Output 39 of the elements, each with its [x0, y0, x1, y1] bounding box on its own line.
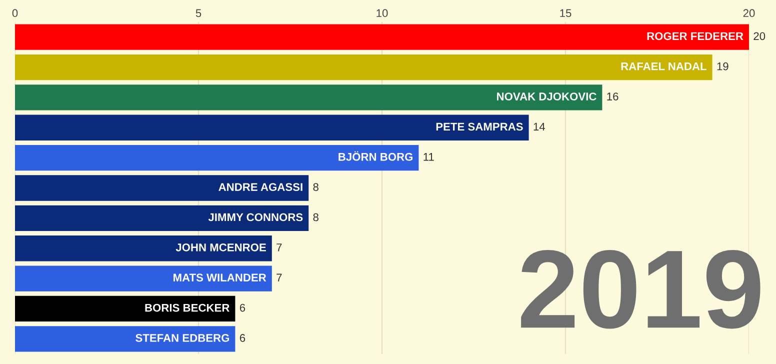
bar [15, 84, 602, 110]
data-label: 6 [240, 334, 246, 342]
bar [15, 175, 309, 201]
x-tick-label: 0 [12, 9, 18, 18]
data-label: 7 [276, 244, 282, 252]
annotation: 2019 [521, 250, 760, 329]
x-tick-label: 15 [560, 9, 572, 18]
data-label: 8 [313, 183, 318, 191]
data-label: 6 [240, 304, 246, 312]
data-label: 19 [717, 62, 728, 70]
y-tick-label: RAFAEL NADAL [621, 62, 706, 70]
bar [15, 144, 419, 171]
data-label: 20 [754, 32, 766, 40]
y-tick-label: JOHN MCENROE [176, 243, 266, 252]
y-tick-label: PETE SAMPRAS [436, 122, 523, 131]
y-tick-label: STEFAN EDBERG [136, 334, 230, 342]
bar [15, 205, 309, 232]
data-label: 16 [607, 92, 618, 100]
bar [15, 326, 236, 352]
data-label: 11 [424, 153, 434, 161]
y-tick-label: BORIS BECKER [145, 304, 230, 312]
x-tick-label: 5 [196, 9, 202, 18]
y-tick-label: BJÖRN BORG [338, 151, 413, 161]
y-tick-label: NOVAK DJOKOVIC [497, 92, 596, 100]
bar [15, 24, 749, 50]
x-tick-label: 20 [743, 9, 755, 18]
bar [15, 236, 272, 262]
data-label: 8 [313, 213, 318, 222]
bar [15, 296, 236, 322]
data-label: 7 [276, 274, 282, 282]
y-tick-label: JIMMY CONNORS [208, 213, 303, 222]
bar [15, 266, 272, 292]
bar [15, 54, 712, 80]
x-tick-label: 10 [376, 9, 388, 18]
bar [15, 114, 529, 140]
y-tick-label: ANDRE AGASSI [218, 183, 302, 191]
data-label: 14 [534, 122, 545, 131]
y-tick-label: MATS WILANDER [174, 274, 266, 282]
y-tick-label: ROGER FEDERER [647, 32, 744, 40]
